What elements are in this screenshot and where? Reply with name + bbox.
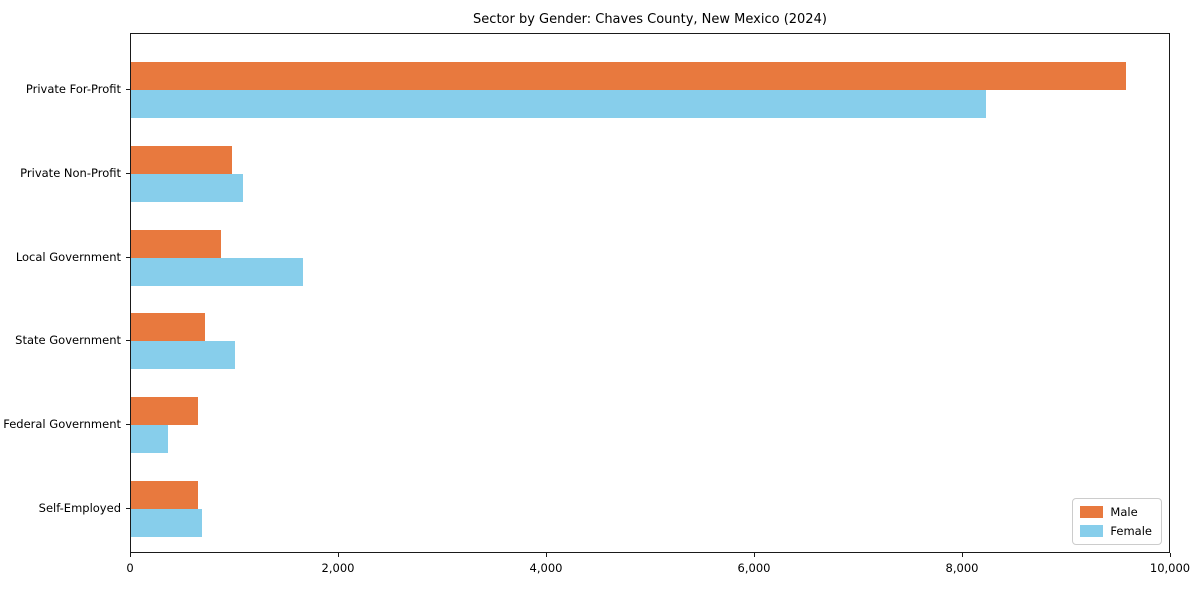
y-tick-label: Self-Employed — [38, 501, 121, 515]
bar-male-private-for-profit — [131, 62, 1126, 90]
bar-female-federal-government — [131, 425, 168, 454]
y-tick-label: Private For-Profit — [25, 82, 121, 96]
bar-male-federal-government — [131, 397, 198, 426]
y-tick-label: Private Non-Profit — [20, 165, 121, 180]
bar-male-private-non-profit — [131, 145, 232, 174]
x-tick-label: 0 — [126, 561, 134, 575]
y-tick-mark — [126, 89, 130, 90]
legend-label: Female — [1110, 524, 1152, 538]
y-tick-mark — [126, 172, 130, 174]
legend-label: Male — [1110, 505, 1138, 519]
y-tick-mark — [126, 508, 130, 509]
chart-title: Sector by Gender: Chaves County, New Mex… — [473, 12, 827, 27]
bar-female-local-government — [131, 257, 303, 286]
x-tick-label: 2,000 — [321, 561, 355, 575]
bar-male-local-government — [131, 229, 221, 258]
x-tick-label: 10,000 — [1149, 561, 1191, 575]
x-tick-label: 8,000 — [945, 561, 979, 575]
bar-male-self-employed — [131, 481, 198, 509]
bar-female-private-non-profit — [131, 173, 243, 202]
x-tick-mark — [338, 553, 339, 557]
y-tick-label: State Government — [15, 333, 121, 348]
plot-area: Male Female — [130, 33, 1170, 553]
x-tick-mark — [754, 553, 755, 557]
legend-entry-male: Male — [1080, 505, 1152, 519]
x-tick-label: 6,000 — [737, 561, 771, 575]
y-tick-label: Federal Government — [3, 417, 121, 432]
bar-male-state-government — [131, 313, 205, 342]
y-tick-mark — [126, 424, 130, 426]
bar-female-self-employed — [131, 509, 202, 537]
bar-female-private-for-profit — [131, 90, 986, 118]
x-tick-mark — [130, 553, 131, 557]
y-tick-mark — [126, 340, 130, 342]
y-tick-mark — [126, 256, 130, 258]
x-tick-label: 4,000 — [529, 561, 563, 575]
legend: Male Female — [1072, 498, 1162, 545]
x-tick-mark — [1170, 553, 1171, 557]
legend-entry-female: Female — [1080, 524, 1152, 538]
x-tick-mark — [546, 553, 547, 557]
x-tick-mark — [962, 553, 963, 557]
legend-swatch-male — [1080, 506, 1104, 518]
y-tick-label: Local Government — [15, 249, 121, 264]
legend-swatch-female — [1080, 525, 1104, 537]
bar-female-state-government — [131, 341, 235, 370]
